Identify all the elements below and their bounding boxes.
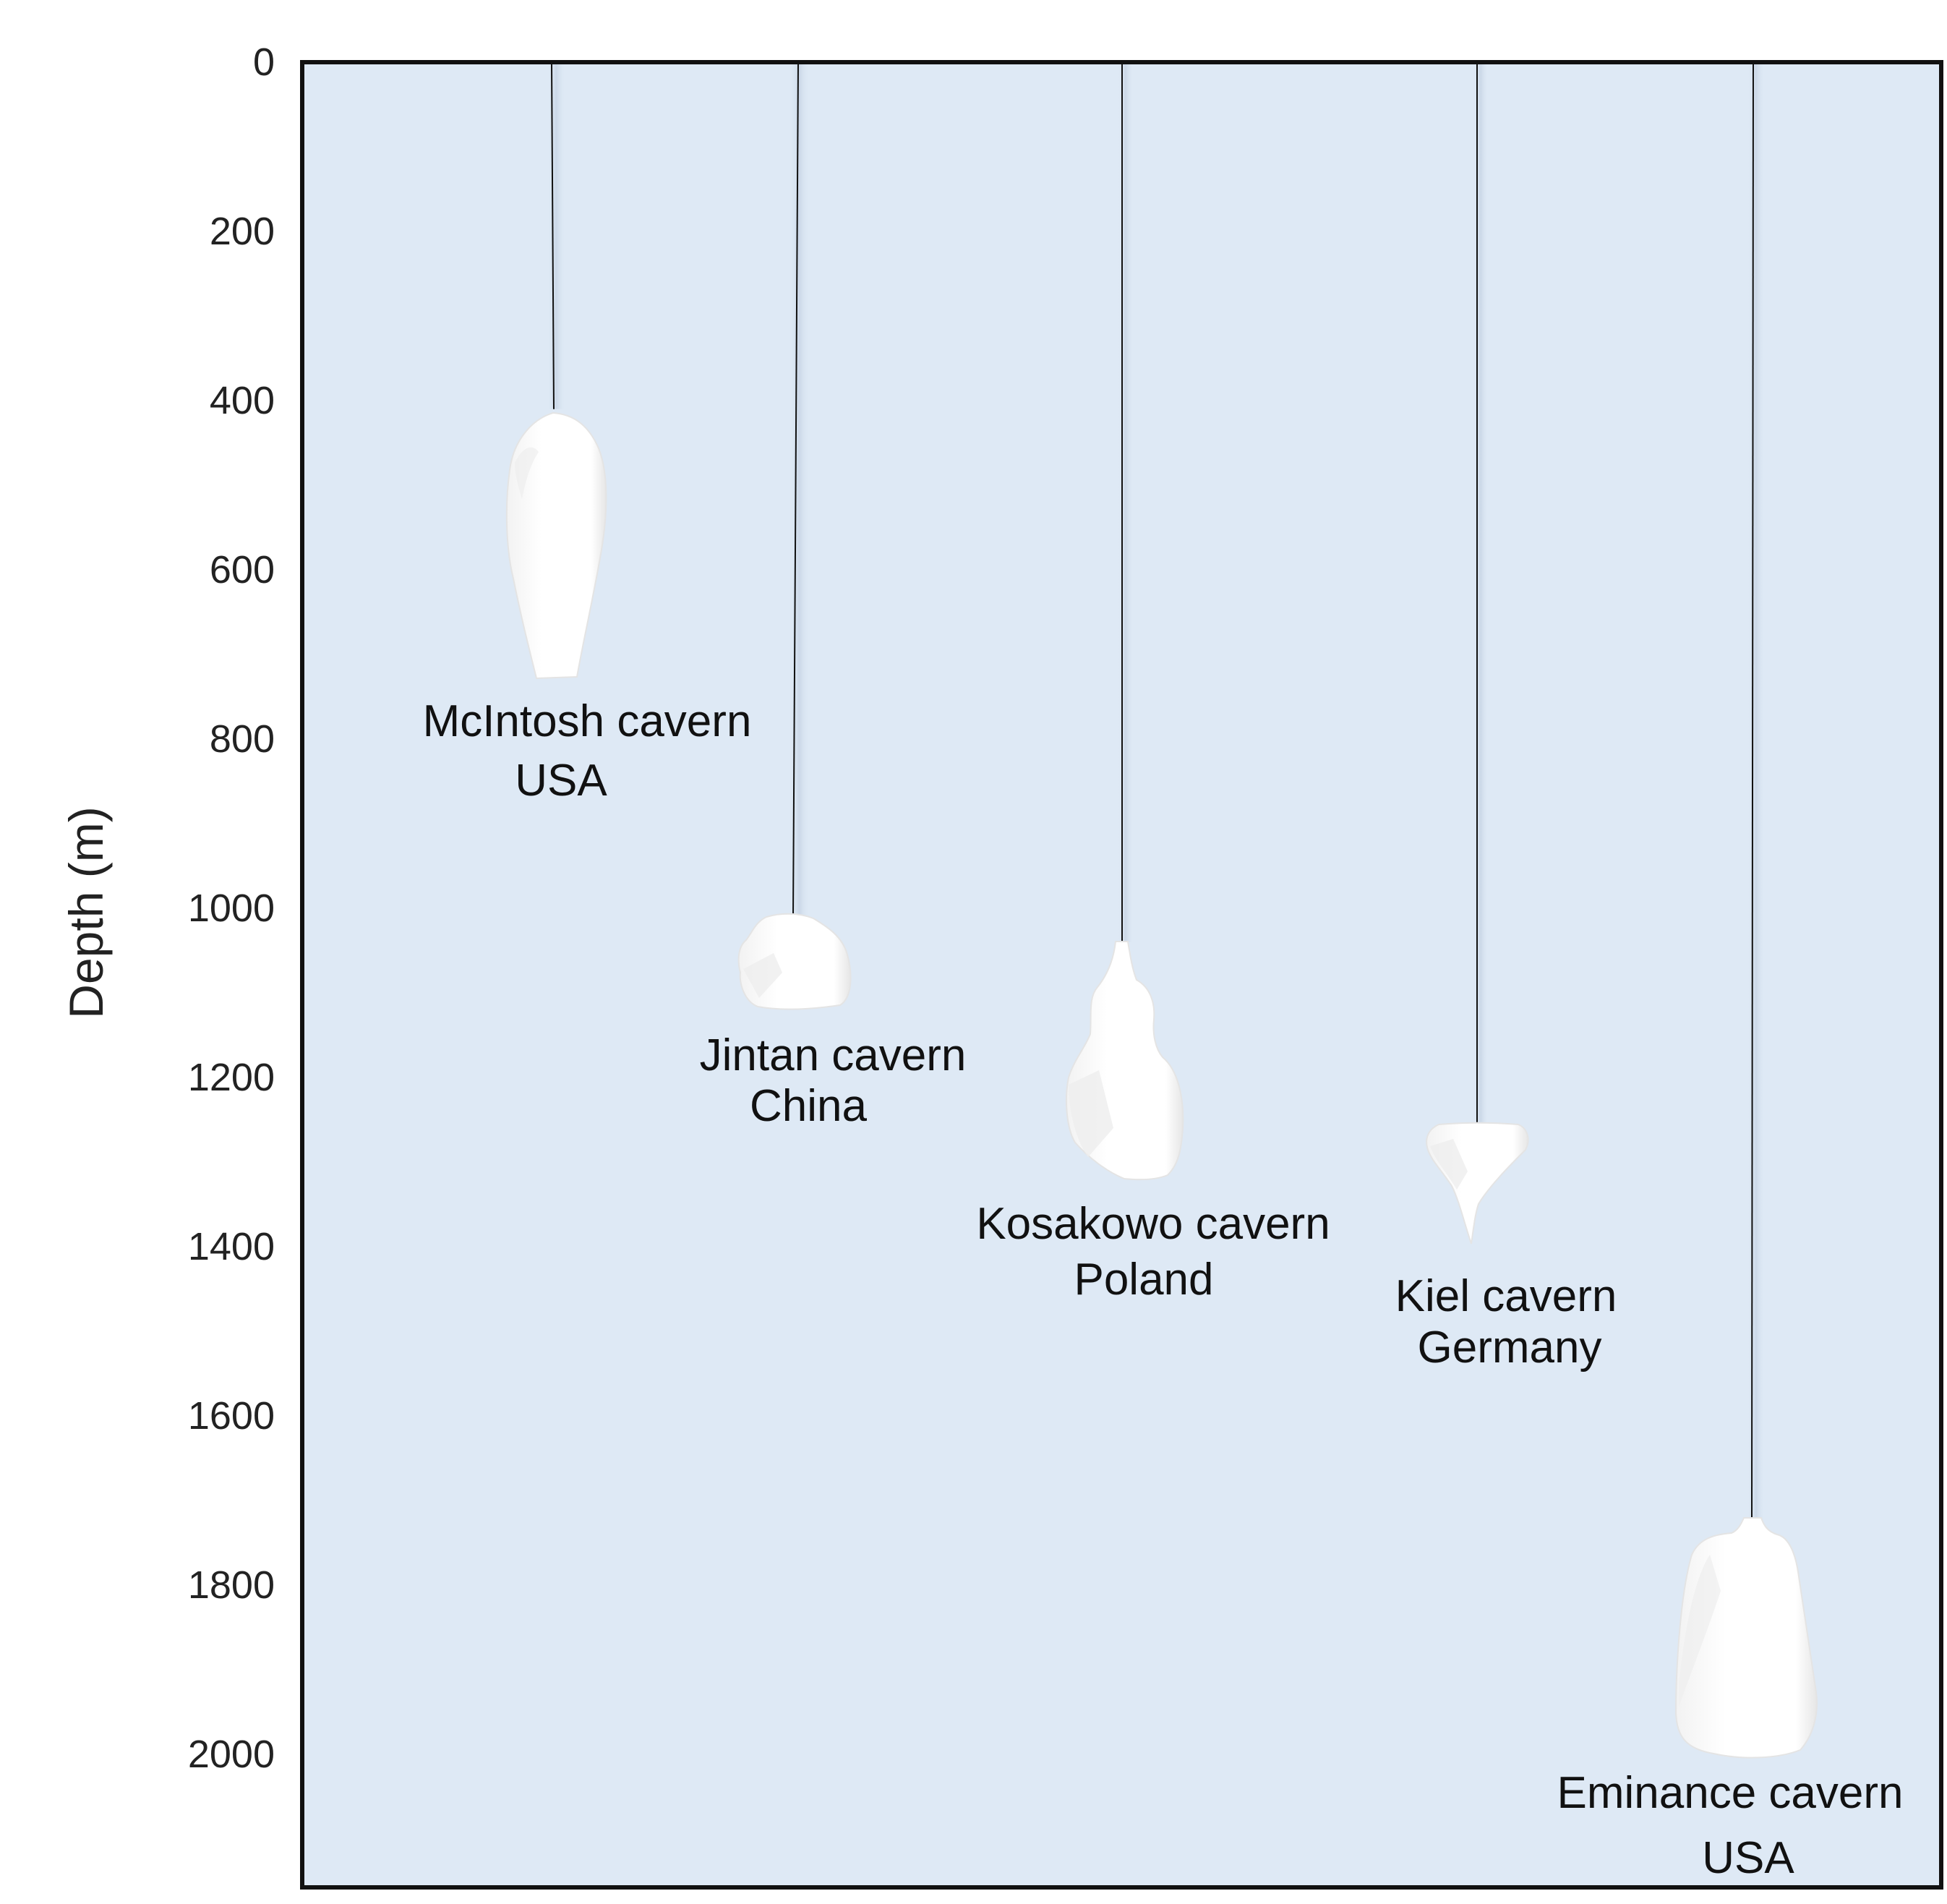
well-line [551,61,555,409]
cavern-kosakowo-country: Poland [1074,1255,1213,1305]
well-line [1751,61,1754,1522]
cavern-eminance-name: Eminance cavern [1557,1768,1903,1818]
cavern-kiel-name: Kiel cavern [1395,1271,1617,1321]
y-tick-label: 1000 [188,887,275,930]
cavern-mcintosh-shape [505,411,607,680]
cavern-mcintosh-name: McIntosh cavern [423,696,752,746]
cavern-jintan-country: China [750,1081,868,1131]
cavern-kosakowo: Kosakowo cavern Poland [976,941,1330,1305]
cavern-kiel-country: Germany [1418,1323,1602,1372]
cavern-mcintosh: McIntosh cavern USA [423,411,752,806]
well-lines [547,61,1765,1522]
y-tick-label: 1400 [188,1225,275,1268]
y-tick-label: 1800 [188,1563,275,1607]
cavern-kosakowo-name: Kosakowo cavern [976,1199,1330,1249]
cavern-eminance-country: USA [1702,1833,1794,1883]
cavern-kiel: Kiel cavern Germany [1395,1122,1617,1372]
well-line [792,61,799,917]
well-glow [547,62,565,409]
y-tick-label: 200 [210,210,275,253]
well-glow [1473,62,1489,1129]
plot-border [300,60,1943,1890]
y-tick-label: 600 [210,548,275,592]
cavern-jintan-name: Jintan cavern [700,1030,967,1080]
cavern-eminance: Eminance cavern USA [1557,1517,1904,1883]
well-glow [789,62,810,917]
well-glow [1118,62,1134,942]
y-tick-label: 1200 [188,1056,275,1099]
y-axis-label: Depth (m) [59,806,113,1018]
y-tick-label: 2000 [188,1733,275,1776]
y-tick-label: 800 [210,717,275,761]
cavern-jintan: Jintan cavern China [700,913,967,1131]
well-glow [1747,62,1765,1522]
y-axis-ticks: 0 200 400 600 800 1000 1200 1400 1600 1800 2000 [188,40,275,1776]
y-tick-label: 400 [210,379,275,422]
cavern-mcintosh-country: USA [515,756,607,806]
y-tick-label: 1600 [188,1394,275,1438]
y-tick-label: 0 [253,40,275,84]
